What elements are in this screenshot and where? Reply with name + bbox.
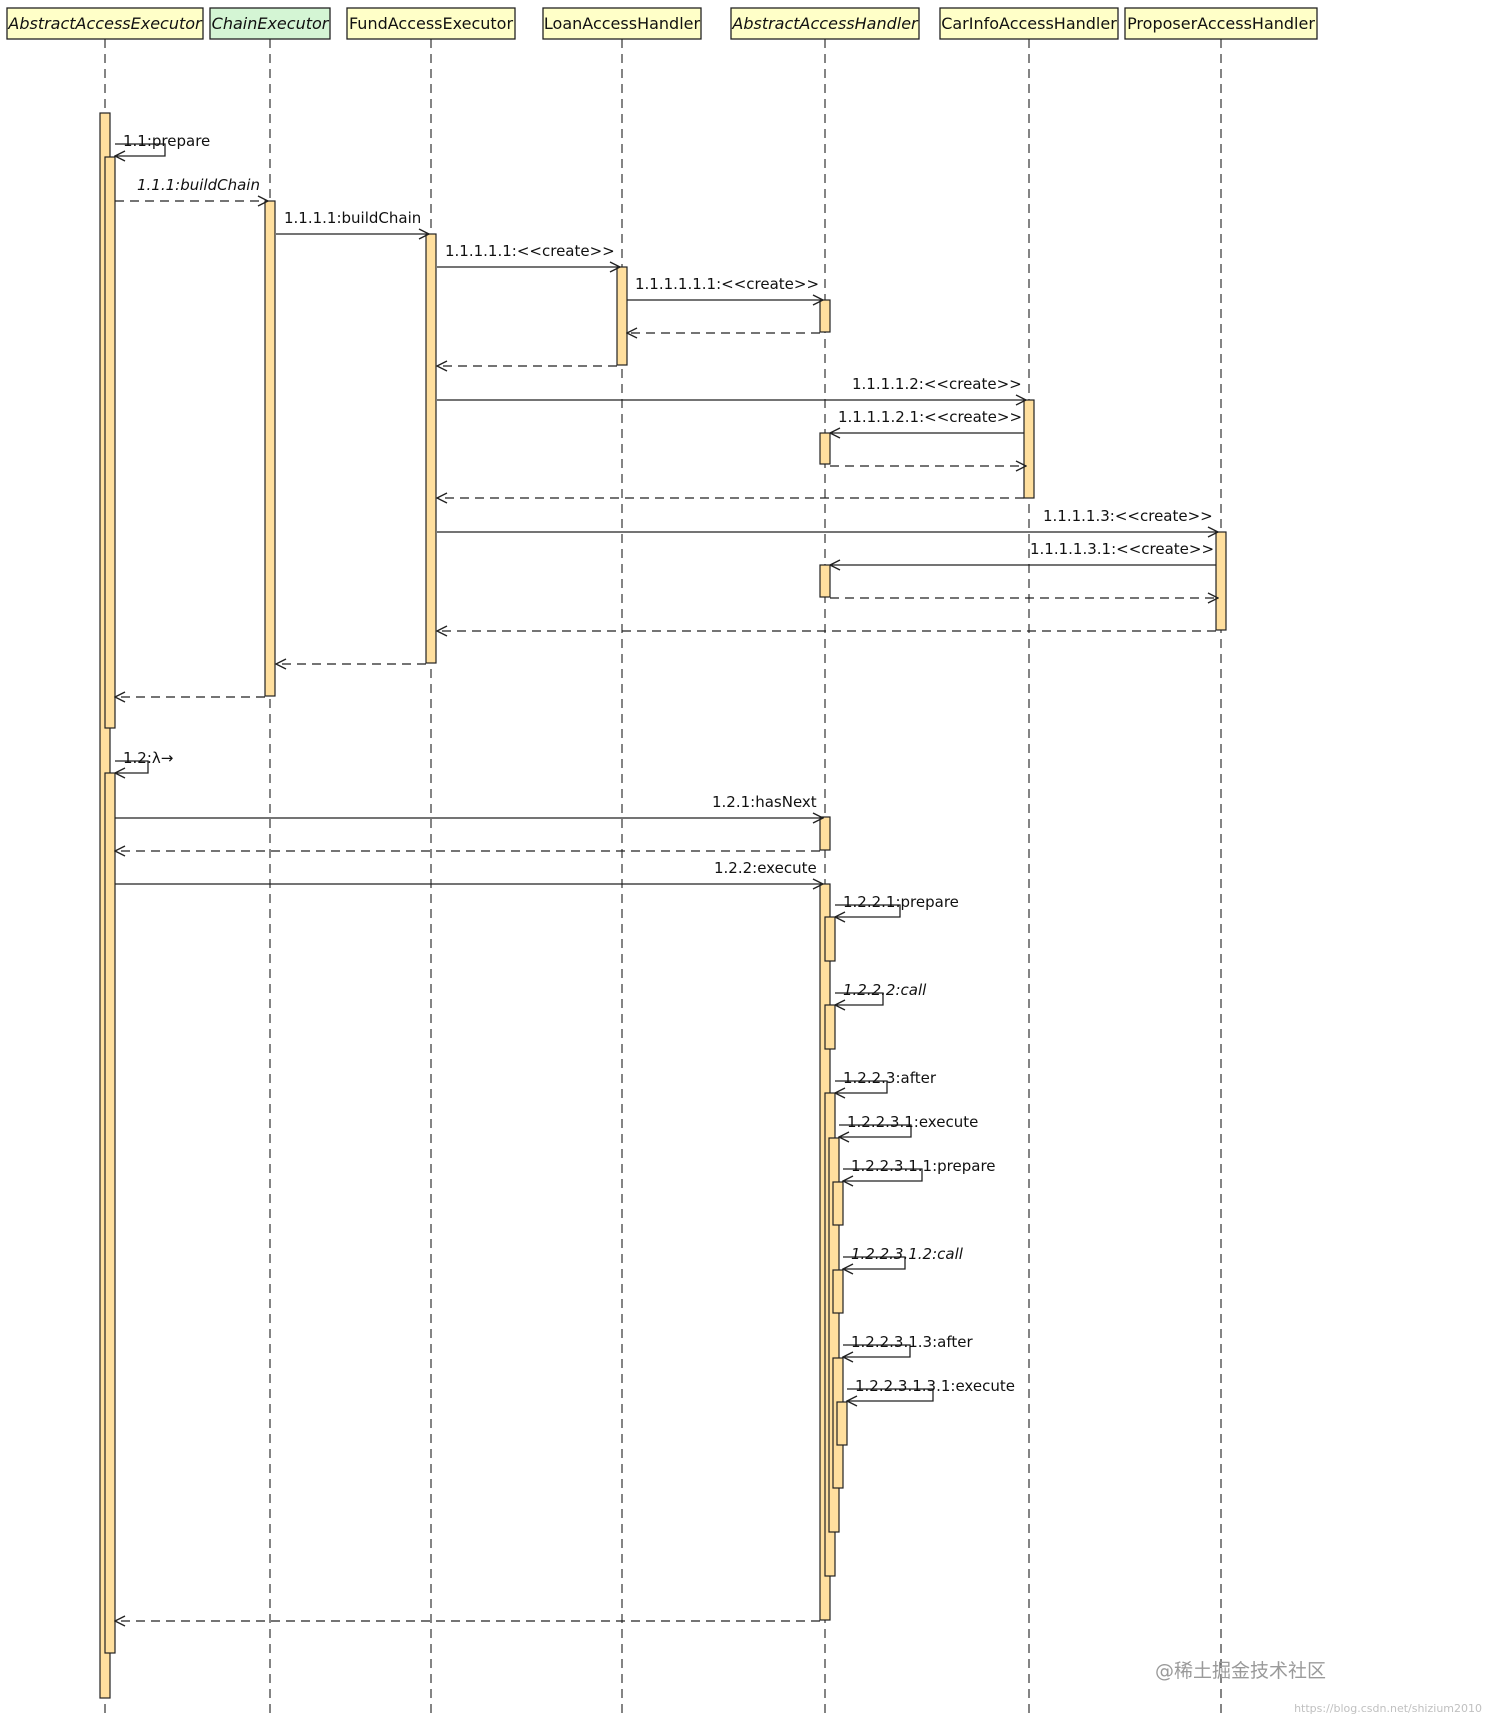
message-m5: 1.1.1.1.1.1:<<create>> [627, 275, 823, 300]
message-label: 1.2.2.3.1.3.1:execute [855, 1377, 1015, 1395]
message-m8: 1.1.1.1.3:<<create>> [437, 507, 1218, 532]
message-label: 1.2.2.1:prepare [843, 893, 959, 911]
self-call-arrow [847, 1388, 934, 1401]
message-label: 1.2.2.3.1.1:prepare [851, 1157, 996, 1175]
activation-bar-p1-2 [104, 156, 116, 729]
message-label: 1.2:λ→ [123, 749, 173, 767]
participant-box [346, 7, 516, 40]
self-call-arrow [835, 904, 901, 917]
message-m3: 1.1.1.1:buildChain [276, 209, 429, 234]
self-call-arrow [839, 1124, 912, 1137]
message-m15: 1.2.2.3:after [835, 1069, 937, 1093]
messages: 1.1:prepare 1.1.1:buildChain 1.1.1.1:build… [115, 132, 1218, 1621]
message-m12: 1.2.2:execute [115, 859, 823, 884]
message-m18: 1.2.2.3.1.2:call [843, 1245, 964, 1269]
activation-bar-p4-5 [616, 266, 628, 366]
activation-bar-p3-4 [425, 233, 437, 664]
message-m9: 1.1.1.1.3.1:<<create>> [830, 540, 1216, 565]
participant-p6: CarInfoAccessHandler [939, 7, 1119, 40]
message-m11: 1.2.1:hasNext [115, 793, 823, 818]
message-label: 1.1:prepare [123, 132, 210, 150]
message-m10: 1.2:λ→ [115, 749, 173, 773]
message-label: 1.1.1.1.1:<<create>> [445, 242, 615, 260]
message-m7: 1.1.1.1.2.1:<<create>> [830, 408, 1024, 433]
self-call-arrow [843, 1344, 911, 1357]
self-call-arrow [115, 143, 166, 156]
participant-p7: ProposerAccessHandler [1124, 7, 1318, 40]
activation-bar-p5-15 [824, 1004, 836, 1050]
self-call-arrow [843, 1168, 923, 1181]
message-m20: 1.2.2.3.1.3.1:execute [847, 1377, 1015, 1401]
participant-p4: LoanAccessHandler [542, 7, 702, 40]
participant-name: AbstractAccessHandler [731, 14, 919, 33]
self-call-arrow [835, 992, 884, 1005]
participant-box [939, 7, 1119, 40]
participant-box [6, 7, 204, 40]
participant-box [542, 7, 702, 40]
participant-p2: ChainExecutor [209, 7, 331, 40]
participant-name: ProposerAccessHandler [1127, 14, 1315, 33]
message-label: 1.1.1.1.3:<<create>> [1043, 507, 1213, 525]
message-m13: 1.2.2.1:prepare [835, 893, 959, 917]
message-label: 1.2.2.3.1:execute [847, 1113, 978, 1131]
activation-bar-p6-7 [1023, 399, 1035, 499]
participant-name: ChainExecutor [212, 14, 330, 33]
message-label: 1.2.2.3.1.2:call [851, 1245, 964, 1263]
message-label: 1.2.1:hasNext [712, 793, 817, 811]
activation-bar-p5-14 [824, 916, 836, 962]
participant-p1: AbstractAccessExecutor [6, 7, 204, 40]
message-m1: 1.1:prepare [115, 132, 210, 156]
message-label: 1.1.1:buildChain [137, 176, 260, 194]
activation-bar-p2-3 [264, 200, 276, 697]
participant-name: LoanAccessHandler [544, 14, 701, 33]
message-label: 1.2.2.3:after [843, 1069, 937, 1087]
activation-bar-p5-12 [819, 816, 831, 851]
activation-bar-p7-9 [1215, 531, 1227, 631]
message-m16: 1.2.2.3.1:execute [839, 1113, 978, 1137]
message-m17: 1.2.2.3.1.1:prepare [843, 1157, 996, 1181]
activations [99, 112, 1227, 1699]
participant-p5: AbstractAccessHandler [730, 7, 920, 40]
message-m19: 1.2.2.3.1.3:after [843, 1333, 973, 1357]
activation-bar-p5-19 [832, 1269, 844, 1314]
self-call-arrow [843, 1256, 906, 1269]
message-label: 1.2.2.2:call [843, 981, 927, 999]
participant-headers: AbstractAccessExecutor ChainExecutor FundA… [6, 7, 1318, 40]
participant-name: CarInfoAccessHandler [941, 14, 1117, 33]
activation-bar-p5-6 [819, 299, 831, 333]
activation-bar-p1-11 [104, 772, 116, 1654]
message-label: 1.1.1.1:buildChain [284, 209, 421, 227]
activation-bar-p5-17 [828, 1137, 840, 1533]
activation-bar-p5-10 [819, 564, 831, 598]
participant-box [1124, 7, 1318, 40]
message-label: 1.2.2:execute [714, 859, 817, 877]
message-m6: 1.1.1.1.2:<<create>> [437, 375, 1026, 400]
participant-name: AbstractAccessExecutor [7, 14, 203, 33]
message-label: 1.1.1.1.2:<<create>> [852, 375, 1022, 393]
message-label: 1.1.1.1.1.1:<<create>> [635, 275, 819, 293]
participant-p3: FundAccessExecutor [346, 7, 516, 40]
message-label: 1.2.2.3.1.3:after [851, 1333, 973, 1351]
message-m4: 1.1.1.1.1:<<create>> [437, 242, 620, 267]
source-url-text: https://blog.csdn.net/shizium2010 [1294, 1702, 1482, 1715]
message-m14: 1.2.2.2:call [835, 981, 927, 1005]
participant-box [730, 7, 920, 40]
message-m2: 1.1.1:buildChain [115, 176, 268, 201]
self-call-arrow [115, 760, 149, 773]
participant-box [209, 7, 331, 40]
activation-bar-p5-21 [836, 1401, 848, 1446]
participant-name: FundAccessExecutor [349, 14, 513, 33]
self-call-arrow [835, 1080, 888, 1093]
message-label: 1.1.1.1.2.1:<<create>> [838, 408, 1022, 426]
activation-bar-p5-8 [819, 432, 831, 465]
watermark-text: @稀土掘金技术社区 [1154, 1660, 1326, 1682]
message-label: 1.1.1.1.3.1:<<create>> [1030, 540, 1214, 558]
activation-bar-p5-18 [832, 1181, 844, 1226]
